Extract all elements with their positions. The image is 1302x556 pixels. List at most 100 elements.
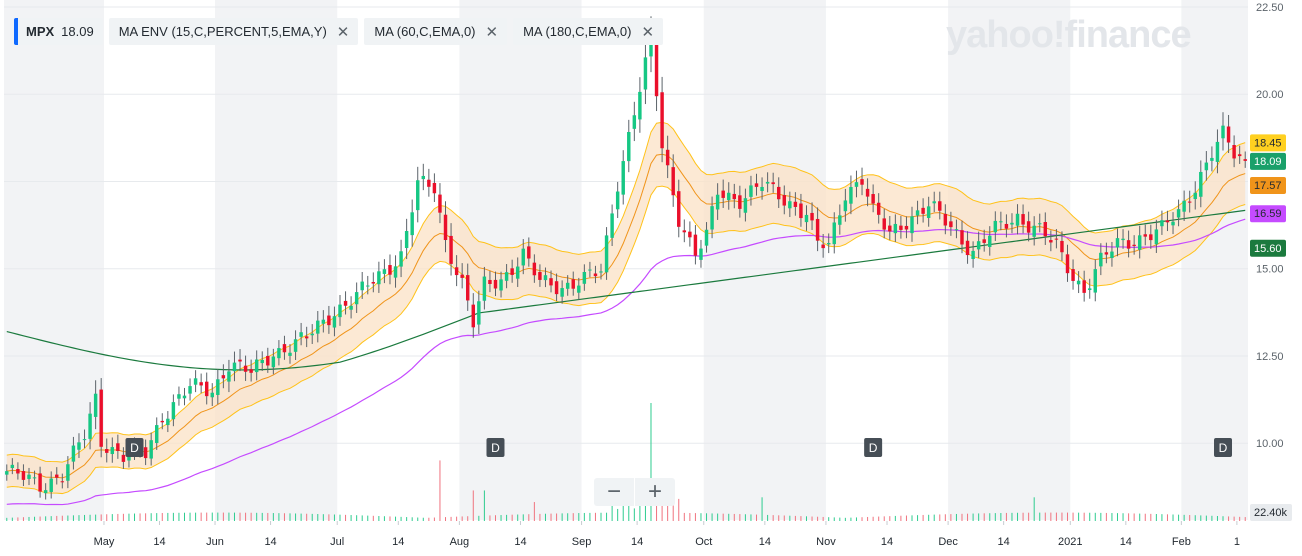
candle-body <box>21 471 26 480</box>
candle <box>810 202 814 230</box>
candle <box>249 359 253 382</box>
volume-bar <box>122 513 124 521</box>
candle-body <box>93 393 98 417</box>
candle-body <box>610 213 614 238</box>
volume-bar <box>411 517 413 521</box>
candle-body <box>127 455 131 461</box>
candle-body <box>860 179 864 185</box>
close-icon[interactable]: ✕ <box>641 23 655 41</box>
candle-body <box>915 210 920 216</box>
volume-bar <box>1028 512 1030 521</box>
close-icon[interactable]: ✕ <box>485 23 499 41</box>
yahoo-finance-watermark: yahoo!finance <box>946 14 1192 56</box>
volume-bar <box>644 499 646 521</box>
last-value-text: 18.45 <box>1254 137 1282 149</box>
volume-bar <box>156 513 158 521</box>
volume-bar <box>439 460 441 521</box>
badge-ma-180[interactable]: MA (180,C,EMA,0) ✕ <box>513 18 664 45</box>
volume-bar <box>245 512 247 521</box>
candle-body <box>1143 234 1147 237</box>
candle-body <box>876 202 881 215</box>
volume-bar <box>1205 515 1207 521</box>
volume-bar <box>483 490 485 521</box>
candle-body <box>504 272 509 281</box>
candle <box>843 188 848 222</box>
candle-body <box>360 281 364 291</box>
candle-body <box>932 201 936 204</box>
candle-body <box>221 375 226 379</box>
candle-body <box>1054 238 1059 240</box>
zoom-in-button[interactable]: + <box>634 478 675 506</box>
volume-bar <box>805 516 807 521</box>
candle-body <box>677 191 681 227</box>
candle-body <box>715 194 720 210</box>
close-icon[interactable]: ✕ <box>336 23 350 41</box>
volume-bar <box>1211 515 1213 521</box>
badge-ma-60[interactable]: MA (60,C,EMA,0) ✕ <box>364 18 508 45</box>
candle-body <box>815 218 820 241</box>
candle-body <box>266 355 270 366</box>
candle <box>926 196 931 227</box>
candle <box>321 310 326 333</box>
candle <box>99 378 103 458</box>
candle <box>715 183 720 220</box>
volume-bar <box>850 517 852 521</box>
candle <box>743 188 748 222</box>
candle-body <box>110 447 115 455</box>
candle-body <box>1132 244 1136 246</box>
candle <box>93 380 98 430</box>
candle-body <box>1149 234 1153 241</box>
candle <box>310 324 314 344</box>
volume-bar <box>433 517 435 521</box>
candle-body <box>43 490 48 494</box>
candle-body <box>782 195 786 206</box>
volume-bar <box>1055 512 1057 521</box>
candle-body <box>1004 223 1009 229</box>
candle-body <box>171 402 176 420</box>
candle <box>193 370 198 393</box>
volume-bar <box>161 513 163 521</box>
candle-body <box>793 201 798 207</box>
volume-bar <box>944 514 946 521</box>
volume-bar <box>639 501 641 521</box>
x-tick-label: Sep <box>572 536 592 548</box>
volume-bar <box>1050 512 1052 521</box>
volume-bar <box>172 512 174 521</box>
candle <box>688 221 692 247</box>
volume-bar <box>1189 515 1191 521</box>
volume-bar <box>1044 512 1046 521</box>
candle <box>1065 244 1070 282</box>
candle-body <box>593 273 598 277</box>
envelope-upper-line <box>6 121 1246 463</box>
volume-bar <box>206 512 208 521</box>
candle <box>416 166 420 223</box>
x-tick-label: 14 <box>998 536 1010 548</box>
volume-bar <box>517 514 519 521</box>
month-band <box>948 0 1071 520</box>
candle-body <box>521 248 525 266</box>
zoom-out-button[interactable]: − <box>606 478 621 505</box>
volume-bar <box>1078 512 1080 521</box>
candle <box>199 373 203 394</box>
candle <box>232 351 237 382</box>
volume-bar <box>95 514 97 521</box>
candle-body <box>404 230 409 248</box>
volume-bar <box>1022 512 1024 521</box>
volume-bar <box>983 513 985 521</box>
volume-bar <box>150 513 152 521</box>
candle <box>393 255 398 288</box>
candle <box>404 218 409 260</box>
candle-body <box>427 179 431 187</box>
candle <box>1076 271 1081 294</box>
volume-bar <box>756 514 758 521</box>
candle-body <box>560 288 564 297</box>
candle-body <box>166 418 170 426</box>
candle <box>143 439 148 466</box>
volume-bar <box>922 514 924 521</box>
volume-bar <box>905 515 907 521</box>
badge-ma-env[interactable]: MA ENV (15,C,PERCENT,5,EMA,Y) ✕ <box>108 18 359 45</box>
dividend-marker-label: D <box>869 441 878 455</box>
badge-ticker[interactable]: MPX 18.09 <box>14 18 103 45</box>
